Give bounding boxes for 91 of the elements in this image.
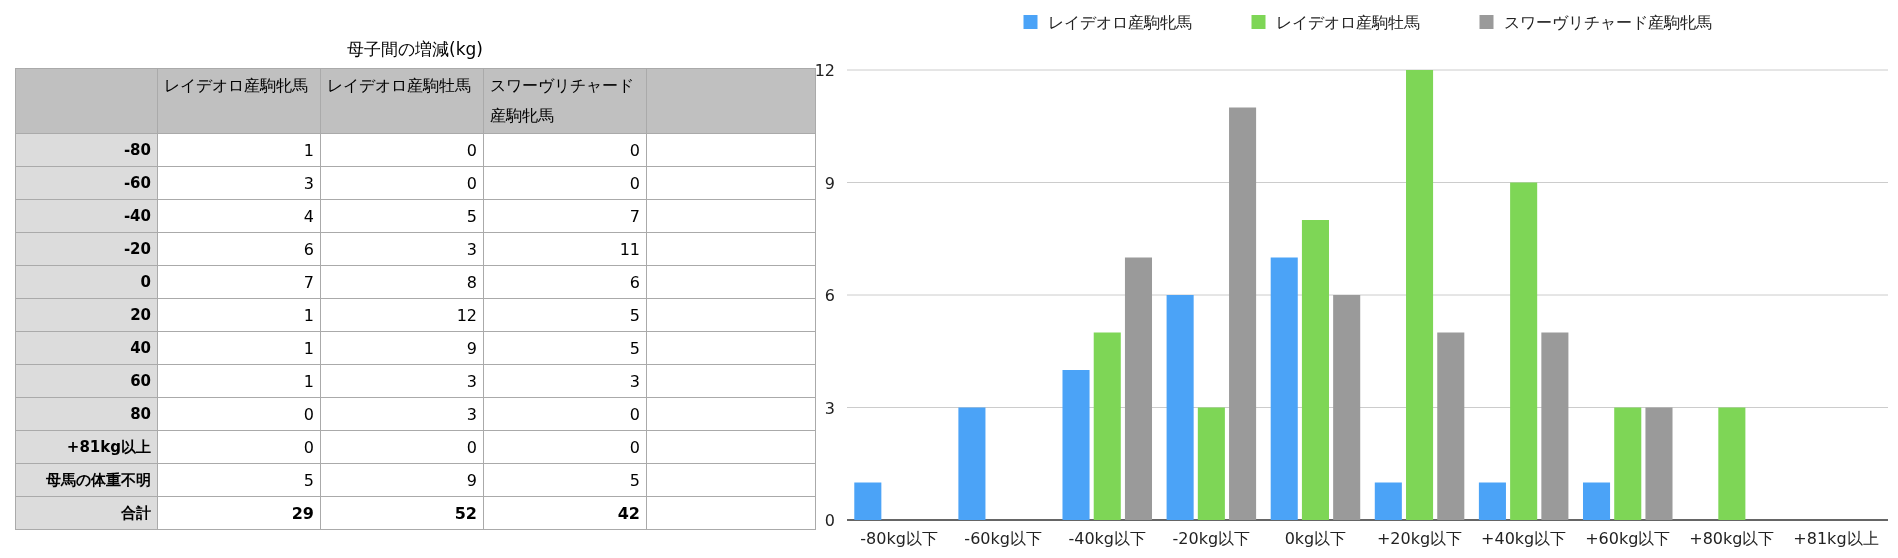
bar bbox=[1124, 257, 1153, 520]
data-label: 1 bbox=[157, 331, 321, 365]
y-tick-label: 6 bbox=[824, 286, 835, 305]
data-label: 9 bbox=[320, 463, 484, 497]
data-label: 5 bbox=[320, 199, 484, 233]
x-tick-label: +80kg以下 bbox=[1689, 529, 1775, 548]
bar bbox=[1093, 332, 1121, 520]
data-label: 1 bbox=[157, 133, 321, 167]
bar bbox=[1301, 220, 1329, 520]
data-label: 8 bbox=[320, 265, 484, 299]
x-tick-label: +20kg以下 bbox=[1376, 529, 1463, 548]
legend-label: レイデオロ産駒牝馬 bbox=[1047, 13, 1192, 32]
bar bbox=[1062, 370, 1090, 520]
bar bbox=[1374, 482, 1402, 520]
data-label: 0 bbox=[483, 430, 647, 464]
bar bbox=[1478, 482, 1506, 520]
data-label: 0 bbox=[483, 397, 647, 431]
row-header-shading: -40 bbox=[15, 199, 158, 233]
data-label: 29 bbox=[157, 496, 321, 530]
data-label: 4 bbox=[157, 199, 321, 233]
bar bbox=[1614, 407, 1642, 520]
bar bbox=[1197, 407, 1225, 520]
x-tick-label: -40kg以下 bbox=[1068, 529, 1147, 548]
bar bbox=[1270, 257, 1298, 520]
bar bbox=[1166, 295, 1194, 520]
chart-title: 母子間の増減(kg) bbox=[346, 38, 484, 61]
x-tick-label: +60kg以下 bbox=[1585, 529, 1671, 548]
y-tick-label: 9 bbox=[824, 173, 835, 193]
data-label: 1 bbox=[157, 298, 321, 332]
bar bbox=[1437, 332, 1465, 520]
data-label: 0 bbox=[483, 133, 647, 167]
data-label: 52 bbox=[320, 496, 484, 530]
x-tick-label: +81kg以上 bbox=[1793, 529, 1879, 548]
data-label: 3 bbox=[320, 364, 484, 398]
bar bbox=[1333, 295, 1361, 520]
row-header-shading: 合計 bbox=[15, 496, 158, 530]
data-label: 9 bbox=[320, 331, 484, 365]
y-tick-label: 0 bbox=[824, 511, 835, 530]
row-header-shading: +81kg以上 bbox=[15, 430, 158, 464]
x-tick-label: スワーヴリチャード産駒牝馬 bbox=[483, 68, 647, 134]
data-label: 3 bbox=[157, 166, 321, 200]
row-header-shading: -20 bbox=[15, 232, 158, 266]
data-label: 0 bbox=[157, 397, 321, 431]
data-label: 5 bbox=[483, 298, 647, 332]
bar bbox=[1406, 70, 1434, 520]
data-label: 12 bbox=[320, 298, 484, 332]
row-header-shading: 20 bbox=[15, 298, 158, 332]
x-tick-label: +40kg以下 bbox=[1481, 529, 1567, 548]
data-label: 7 bbox=[157, 265, 321, 299]
bar bbox=[1229, 107, 1257, 520]
data-label: 0 bbox=[483, 166, 647, 200]
row-header-shading: 60 bbox=[15, 364, 158, 398]
legend-label: レイデオロ産駒牡馬 bbox=[1275, 13, 1420, 32]
data-label: 7 bbox=[483, 199, 647, 233]
data-label: 0 bbox=[320, 133, 484, 167]
y-tick-label: 12 bbox=[814, 61, 835, 80]
data-label: 0 bbox=[320, 166, 484, 200]
bar bbox=[1645, 407, 1673, 520]
data-label: 42 bbox=[483, 496, 647, 530]
x-tick-label: -20kg以下 bbox=[1172, 529, 1251, 548]
data-label: 3 bbox=[483, 364, 647, 398]
data-label: 6 bbox=[157, 232, 321, 266]
data-label: 0 bbox=[320, 430, 484, 464]
data-label: 3 bbox=[320, 397, 484, 431]
bar bbox=[958, 407, 986, 520]
row-header-shading: -80 bbox=[15, 133, 158, 167]
y-tick-label: 3 bbox=[824, 398, 835, 418]
legend-label: スワーヴリチャード産駒牝馬 bbox=[1503, 13, 1712, 32]
row-header-shading: -60 bbox=[15, 166, 158, 200]
x-tick-label: レイデオロ産駒牝馬 bbox=[157, 68, 321, 134]
bar bbox=[1541, 332, 1569, 520]
x-tick-label: -60kg以下 bbox=[964, 529, 1042, 548]
data-label: 5 bbox=[483, 463, 647, 497]
row-header-shading: 母馬の体重不明 bbox=[15, 463, 158, 497]
bar bbox=[854, 482, 882, 520]
bar bbox=[1582, 482, 1611, 520]
data-label: 3 bbox=[320, 232, 484, 266]
row-header-shading: 0 bbox=[15, 265, 158, 299]
data-label: 11 bbox=[483, 232, 647, 266]
data-label: 5 bbox=[157, 463, 321, 497]
bar bbox=[1510, 182, 1538, 520]
data-label: 6 bbox=[483, 265, 647, 299]
x-tick-label: -80kg以下 bbox=[860, 529, 938, 548]
data-label: 0 bbox=[157, 430, 321, 464]
bar bbox=[1718, 407, 1746, 520]
row-header-shading: 40 bbox=[15, 331, 158, 365]
data-label: 1 bbox=[157, 364, 321, 398]
data-label: 5 bbox=[483, 331, 647, 365]
row-header-shading: 80 bbox=[15, 397, 158, 431]
x-tick-label: レイデオロ産駒牡馬 bbox=[320, 68, 484, 134]
x-tick-label: 0kg以下 bbox=[1284, 529, 1347, 548]
